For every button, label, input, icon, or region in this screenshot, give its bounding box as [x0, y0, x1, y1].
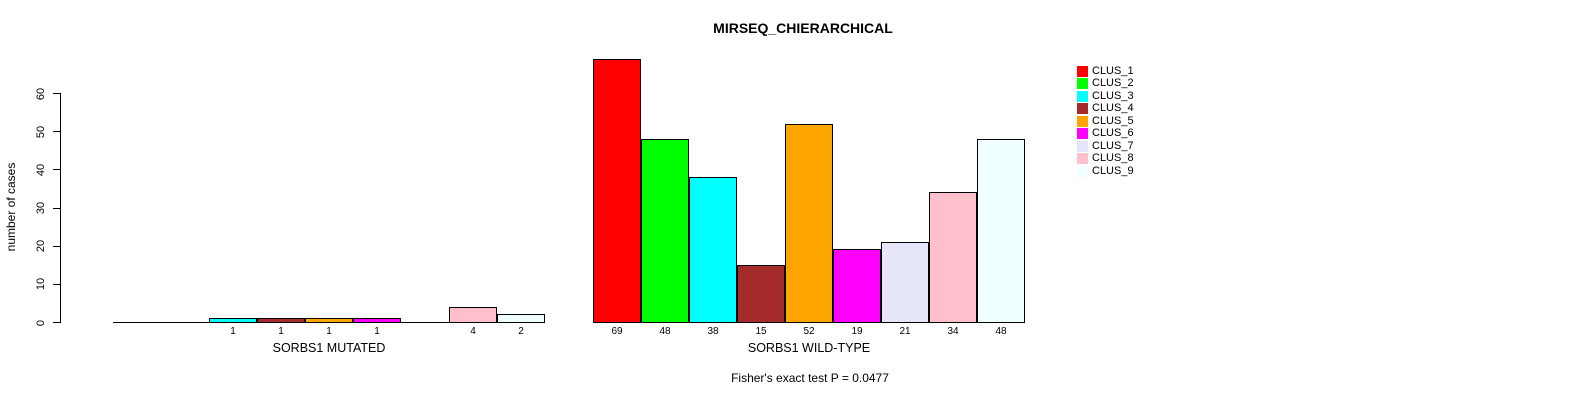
y-axis-tick — [53, 283, 60, 285]
bar-clus_5 — [785, 124, 833, 323]
legend-label: CLUS_5 — [1092, 114, 1134, 127]
legend-swatch — [1077, 153, 1088, 165]
legend-item: CLUS_1 — [1077, 65, 1134, 78]
legend-label: CLUS_9 — [1092, 164, 1134, 177]
x-axis-label-wildtype: SORBS1 WILD-TYPE — [747, 341, 871, 355]
legend-item: CLUS_8 — [1077, 153, 1134, 166]
bar-clus_8 — [449, 307, 497, 323]
legend-item: CLUS_4 — [1077, 103, 1134, 116]
bar-clus_6 — [353, 318, 401, 323]
bar-clus_4 — [737, 265, 785, 323]
y-axis-tick — [53, 169, 60, 171]
y-axis-tick — [53, 93, 60, 94]
legend: CLUS_1 CLUS_2 CLUS_3 CLUS_4 CLUS_5 CLUS_6 CLUS… — [1077, 65, 1134, 178]
x-axis-label-mutated: SORBS1 MUTATED — [272, 341, 386, 355]
bar-value-label: 48 — [659, 326, 671, 337]
legend-swatch — [1077, 103, 1088, 115]
bar-clus_9 — [497, 314, 545, 323]
bar-clus_6 — [833, 249, 881, 323]
y-axis-line — [60, 93, 61, 323]
legend-label: CLUS_6 — [1092, 127, 1134, 140]
bar-value-label: 2 — [518, 326, 524, 337]
y-axis-tick-label: 20 — [35, 240, 47, 253]
bar-value-label: 1 — [230, 326, 236, 337]
y-axis-tick — [53, 207, 60, 209]
legend-swatch — [1077, 90, 1088, 102]
legend-item: CLUS_6 — [1077, 128, 1134, 141]
y-axis-tick-label: 0 — [35, 319, 47, 326]
bar-clus_8 — [929, 192, 977, 323]
y-axis-tick-label: 50 — [35, 125, 47, 138]
bar-value-label: 1 — [374, 326, 380, 337]
y-axis-tick-label: 40 — [35, 163, 47, 176]
fisher-test-annotation: Fisher's exact test P = 0.0477 — [731, 371, 889, 385]
legend-item: CLUS_7 — [1077, 140, 1134, 153]
y-axis-tick — [53, 322, 60, 323]
legend-label: CLUS_2 — [1092, 77, 1134, 90]
legend-item: CLUS_9 — [1077, 165, 1134, 178]
legend-swatch — [1077, 115, 1088, 127]
legend-label: CLUS_3 — [1092, 89, 1134, 102]
legend-label: CLUS_7 — [1092, 139, 1134, 152]
bar-clus_9 — [977, 139, 1025, 323]
bar-clus_2 — [641, 139, 689, 323]
bar-value-label: 19 — [851, 326, 863, 337]
bar-value-label: 4 — [470, 326, 476, 337]
bar-clus_3 — [209, 318, 257, 323]
y-axis-tick-label: 10 — [35, 278, 47, 291]
legend-label: CLUS_8 — [1092, 152, 1134, 165]
chart-title: MIRSEQ_CHIERARCHICAL — [713, 20, 893, 36]
legend-item: CLUS_3 — [1077, 90, 1134, 103]
legend-swatch — [1077, 78, 1088, 90]
bar-value-label: 48 — [995, 326, 1007, 337]
bar-value-label: 38 — [707, 326, 719, 337]
bar-clus_3 — [689, 177, 737, 323]
legend-label: CLUS_4 — [1092, 102, 1134, 115]
y-axis-tick — [53, 131, 60, 133]
bar-value-label: 34 — [947, 326, 959, 337]
legend-swatch — [1077, 140, 1088, 152]
legend-swatch — [1077, 165, 1088, 177]
bar-value-label: 69 — [611, 326, 623, 337]
bar-value-label: 1 — [326, 326, 332, 337]
bar-clus_5 — [305, 318, 353, 323]
bar-value-label: 15 — [755, 326, 767, 337]
y-axis-tick-label: 60 — [35, 87, 47, 100]
y-axis-label: number of cases — [4, 162, 18, 252]
bar-clus_7 — [881, 242, 929, 323]
bar-clus_4 — [257, 318, 305, 323]
legend-item: CLUS_2 — [1077, 78, 1134, 91]
bar-value-label: 1 — [278, 326, 284, 337]
legend-label: CLUS_1 — [1092, 64, 1134, 77]
legend-swatch — [1077, 65, 1088, 77]
bar-value-label: 52 — [803, 326, 815, 337]
y-axis-tick-label: 30 — [35, 201, 47, 215]
bar-value-label: 21 — [899, 326, 911, 337]
y-axis-tick — [53, 245, 60, 247]
legend-item: CLUS_5 — [1077, 115, 1134, 128]
legend-swatch — [1077, 128, 1088, 140]
bar-clus_1 — [593, 59, 641, 323]
